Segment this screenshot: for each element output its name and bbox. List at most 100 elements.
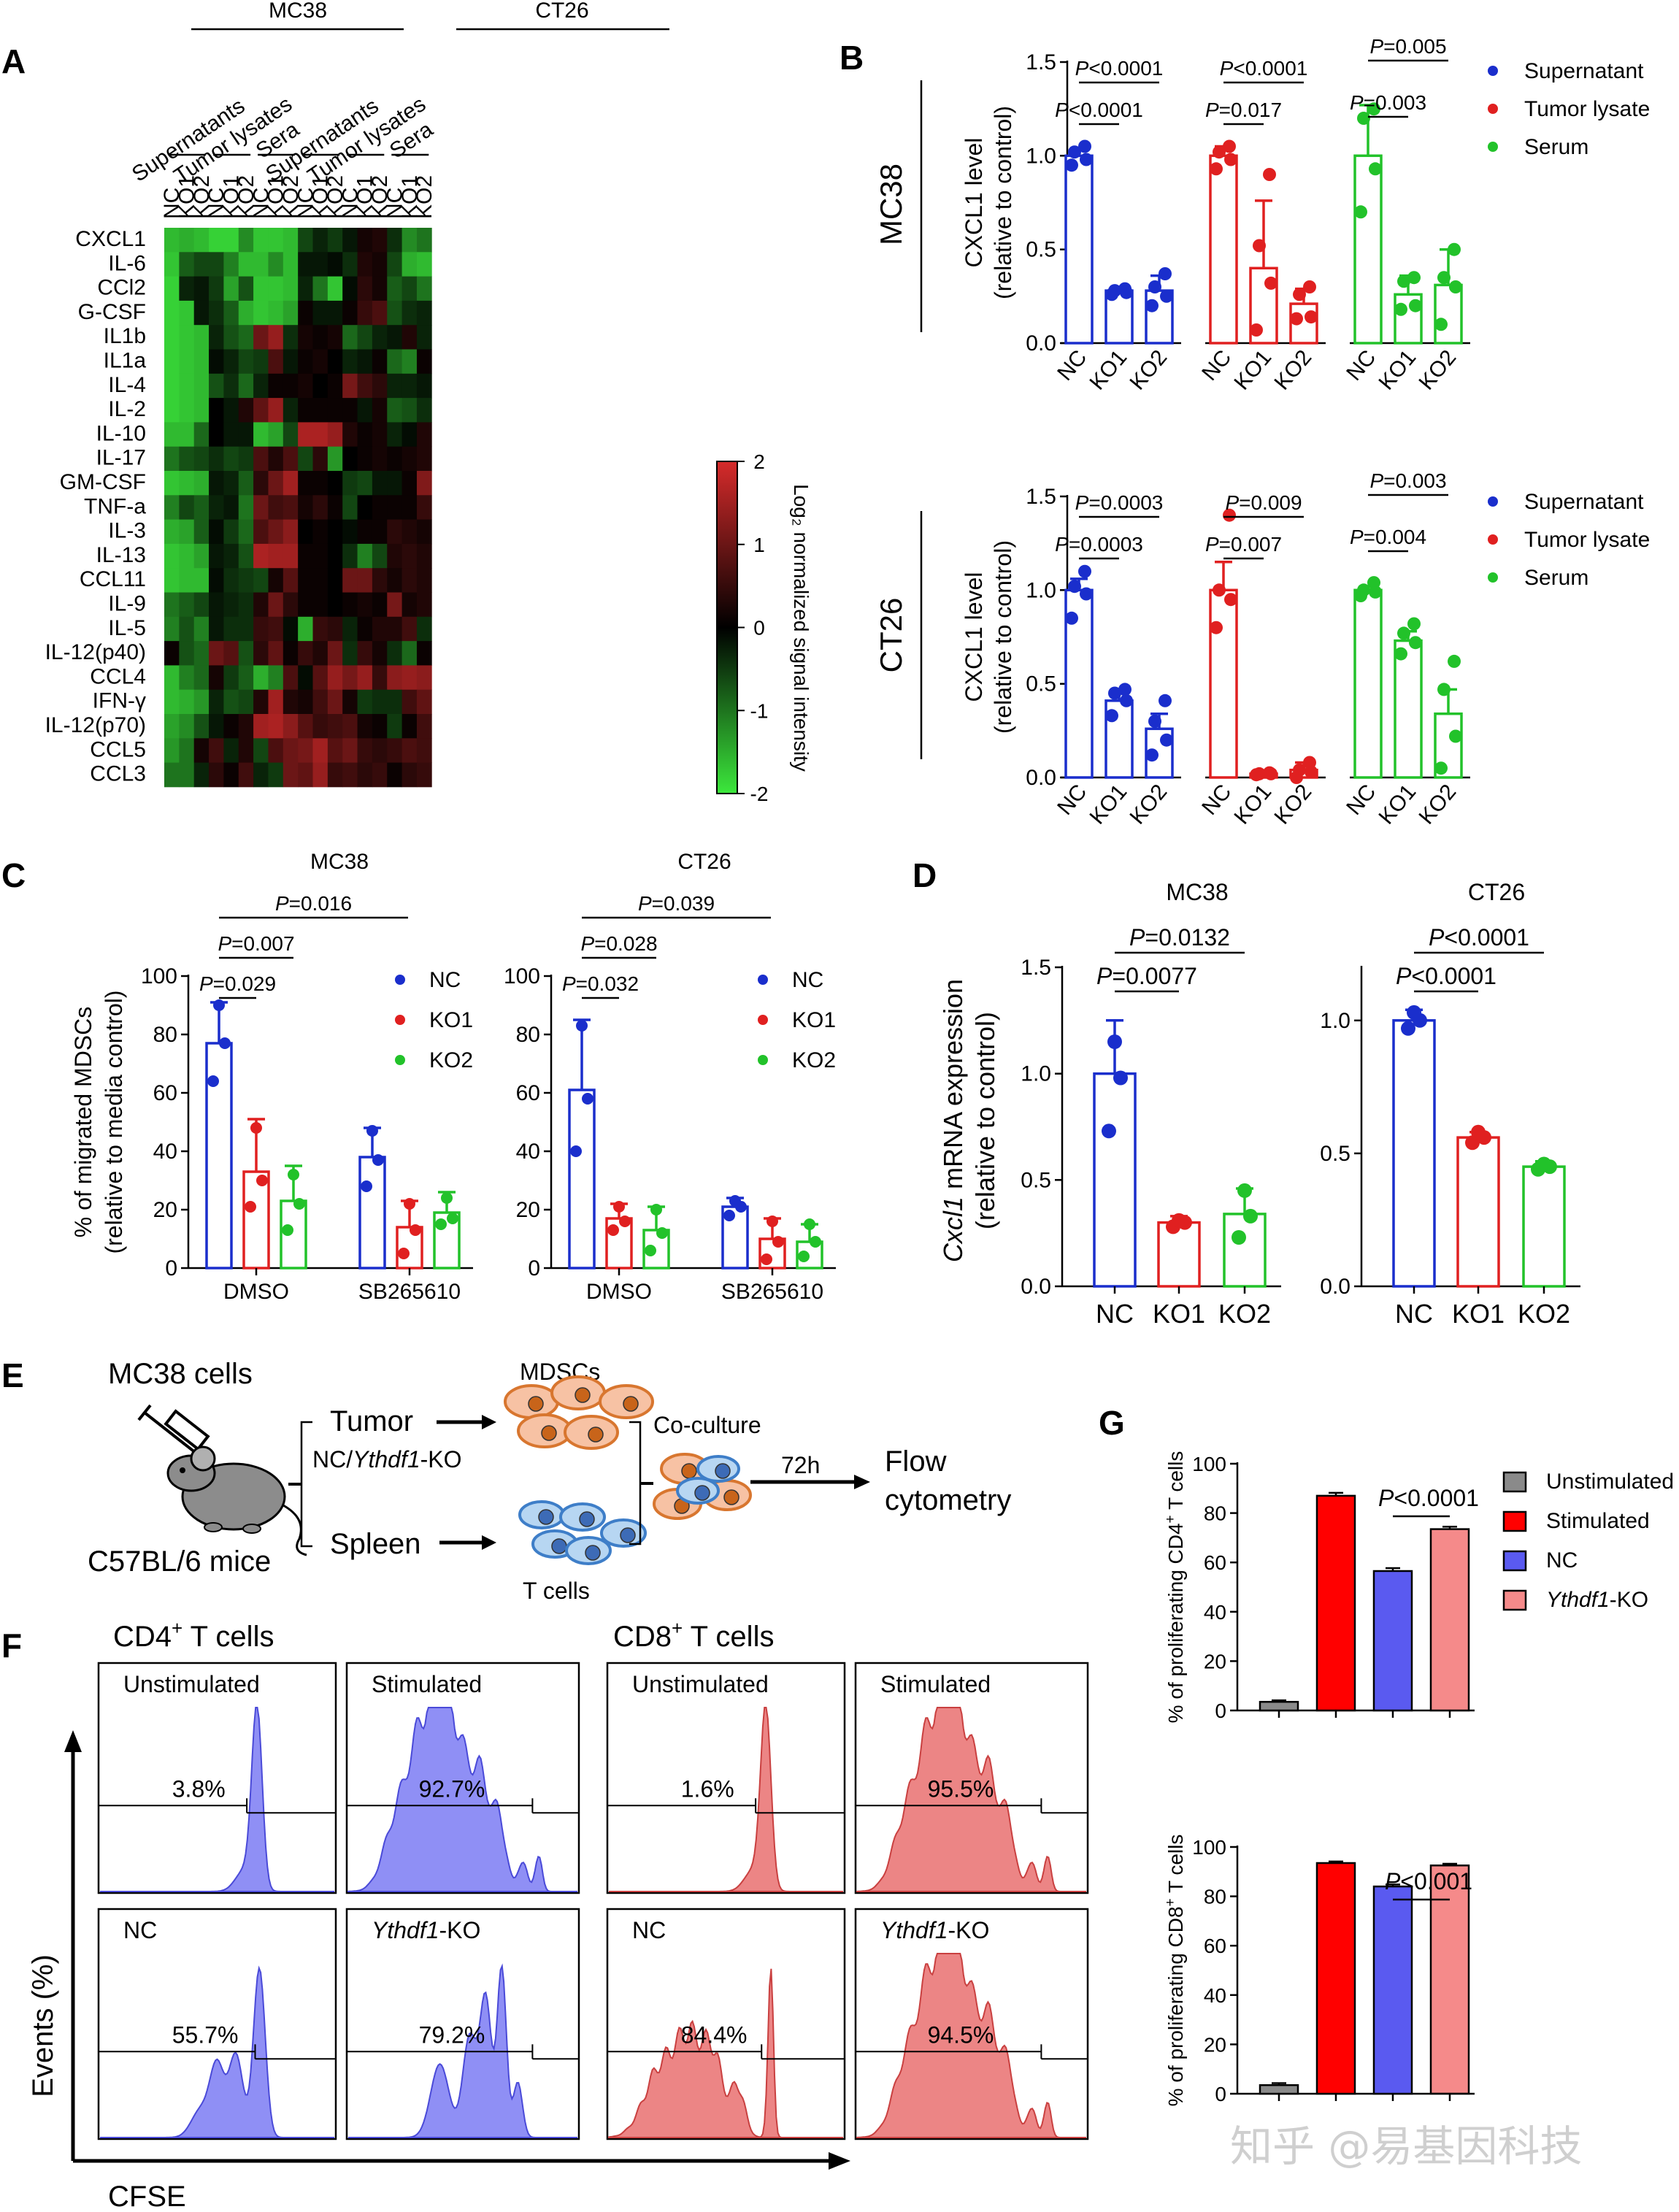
chart-title: CT26 <box>677 850 731 874</box>
heatmap-cell <box>268 300 284 326</box>
heatmap-row-label: CCL5 <box>90 737 146 761</box>
heatmap-cell <box>387 325 402 350</box>
heatmap-cell <box>327 543 343 569</box>
p-symbol: P <box>580 932 594 955</box>
p-value: =0.0077 <box>1112 963 1197 989</box>
heatmap-cell <box>298 738 313 763</box>
heatmap-cell <box>402 300 418 326</box>
y-tick-label: 80 <box>153 1023 177 1047</box>
heatmap-cell <box>238 543 254 569</box>
heatmap-group-ct26: CT26 <box>535 0 588 23</box>
heatmap-cell <box>342 471 358 496</box>
heatmap-cell <box>327 738 343 763</box>
heatmap-cell <box>357 519 373 545</box>
panel-f-y-axis-label: Events (%) <box>27 1954 59 2097</box>
heatmap-column-label: KO2 <box>234 175 258 219</box>
histogram-panel: 1.6% Unstimulated <box>606 1662 846 1894</box>
data-point <box>207 1075 219 1087</box>
y-tick-label: 40 <box>516 1140 540 1164</box>
heatmap-cell <box>312 762 328 788</box>
heatmap-cell <box>387 349 402 375</box>
y-tick-label: 0 <box>165 1256 177 1280</box>
heatmap-cell <box>416 276 432 302</box>
heatmap-cell <box>357 665 373 691</box>
significance-label: P<0.001 <box>1385 1868 1472 1894</box>
y-tick-label: 100 <box>1192 1836 1226 1859</box>
heatmap-cell <box>179 592 195 618</box>
p-symbol: P <box>1205 99 1219 121</box>
data-point <box>1471 1124 1486 1140</box>
heatmap-cell <box>209 373 224 399</box>
p-value: =0.004 <box>1364 526 1426 548</box>
heatmap-cell <box>209 422 224 448</box>
data-point <box>1409 299 1422 312</box>
heatmap-cell <box>372 373 388 399</box>
data-point <box>1367 576 1380 590</box>
y-tick-label: 100 <box>1192 1453 1226 1475</box>
data-point <box>1080 153 1093 166</box>
heatmap-cell <box>327 300 343 326</box>
heatmap-cell <box>209 276 224 302</box>
heatmap-cell <box>268 738 284 763</box>
heatmap-cell <box>312 689 328 715</box>
heatmap-cell <box>253 471 269 496</box>
heatmap-cell <box>312 422 328 448</box>
heatmap-cell <box>253 252 269 277</box>
data-point <box>293 1198 305 1210</box>
legend-marker <box>1488 142 1498 152</box>
histogram-curve <box>856 1953 1086 2138</box>
significance-label: P=0.007 <box>1205 533 1282 556</box>
heatmap-cell <box>268 349 284 375</box>
data-point <box>810 1236 821 1248</box>
heatmap-cell <box>268 641 284 666</box>
p-symbol: P <box>562 972 576 995</box>
data-point <box>250 1122 262 1134</box>
heatmap-cell <box>298 325 313 350</box>
heatmap-cell <box>223 592 239 618</box>
data-point <box>1243 1208 1258 1224</box>
heatmap-cell <box>253 446 269 472</box>
data-point <box>282 1224 293 1236</box>
legend-label: Tumor lysate <box>1524 97 1650 121</box>
legend-label: KO2 <box>792 1048 836 1072</box>
heatmap-cell <box>298 592 313 618</box>
legend-label: Serum <box>1524 566 1588 590</box>
panel-label-g: G <box>1099 1404 1125 1442</box>
heatmap-colorbar-title: Log₂ normalized signal intensity <box>790 484 812 772</box>
heatmap-cell <box>357 471 373 496</box>
heatmap-cell <box>312 738 328 763</box>
heatmap-cell <box>357 349 373 375</box>
p-value: <0.0001 <box>1411 963 1496 989</box>
colorbar-tick-label: 1 <box>753 534 765 556</box>
legend-marker <box>758 975 768 985</box>
panel-e-schematic: MC38 cells C57BL/6 mice Tumor NC/Ythdf1-… <box>88 1358 1011 1604</box>
heatmap-cell <box>416 568 432 593</box>
heatmap-cell <box>298 398 313 423</box>
schematic-mice: C57BL/6 mice <box>88 1545 271 1578</box>
histogram-curve <box>347 1707 577 1892</box>
y-axis-label: Cxcl1 mRNA expression <box>938 979 968 1262</box>
p-value: =0.032 <box>576 972 639 995</box>
heatmap-cell <box>357 300 373 326</box>
heatmap-cell <box>372 398 388 423</box>
panel-b-row-label-ct26: CT26 <box>874 598 908 673</box>
data-point <box>1232 1230 1246 1245</box>
p-symbol: P <box>1225 491 1239 514</box>
heatmap-cell <box>342 543 358 569</box>
heatmap-cell <box>223 252 239 277</box>
heatmap-cell <box>238 300 254 326</box>
heatmap-cell <box>327 422 343 448</box>
heatmap-cell <box>416 616 432 642</box>
heatmap-cell <box>402 519 418 545</box>
data-point <box>435 1218 447 1230</box>
heatmap-cell <box>238 325 254 350</box>
y-tick-label: 1.0 <box>1320 1009 1350 1033</box>
p-value: =0.016 <box>289 892 352 915</box>
heatmap-cell <box>209 228 224 253</box>
data-point <box>1437 683 1451 696</box>
heatmap-cell <box>372 228 388 253</box>
